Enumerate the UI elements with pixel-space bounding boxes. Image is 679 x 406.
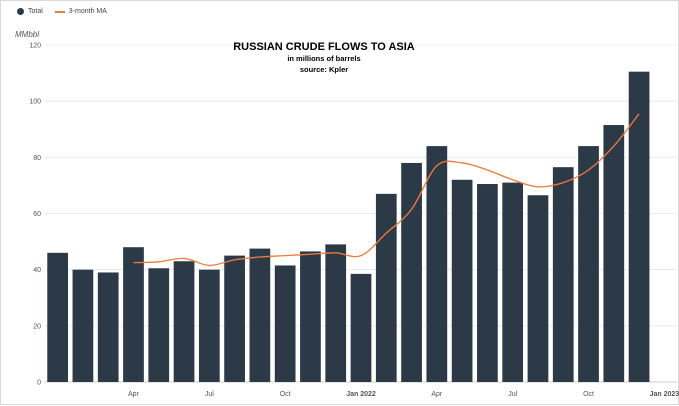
bar-15[interactable] xyxy=(426,146,448,382)
y-tick-label-0: 0 xyxy=(37,380,41,387)
x-tick-label-21: Oct xyxy=(583,391,594,398)
bar-4[interactable] xyxy=(148,268,170,382)
bar-16[interactable] xyxy=(451,179,473,382)
x-tick-label-3: Apr xyxy=(128,391,140,398)
x-tick-label-24: Jan 2023 xyxy=(650,391,679,398)
chart-source: source: Kpler xyxy=(300,65,348,74)
chart-subtitle: in millions of barrels xyxy=(287,54,360,63)
y-tick-label-80: 80 xyxy=(33,155,41,162)
bar-9[interactable] xyxy=(274,265,296,382)
x-tick-label-12: Jan 2022 xyxy=(346,391,376,398)
y-tick-label-20: 20 xyxy=(33,323,41,330)
y-tick-labels: 0 20 40 60 80 100 120 xyxy=(29,43,41,387)
bar-10[interactable] xyxy=(300,251,321,382)
bar-11[interactable] xyxy=(325,244,347,382)
bar-13[interactable] xyxy=(375,193,397,382)
bar-series-total xyxy=(47,71,650,382)
y-axis-label: MMbbl xyxy=(15,30,39,39)
bar-6[interactable] xyxy=(198,269,220,382)
bar-17[interactable] xyxy=(477,184,498,382)
bar-21[interactable] xyxy=(578,146,599,382)
y-tick-label-60: 60 xyxy=(33,211,41,218)
y-tick-label-40: 40 xyxy=(33,267,41,274)
legend-label-ma: 3-month MA xyxy=(68,8,107,15)
bar-14[interactable] xyxy=(401,162,422,382)
chart-legend: Total 3-month MA xyxy=(17,8,119,15)
y-tick-label-100: 100 xyxy=(29,99,41,106)
legend-swatch-ma xyxy=(54,10,65,13)
legend-swatch-total xyxy=(17,8,24,15)
bar-20[interactable] xyxy=(552,167,574,382)
bar-1[interactable] xyxy=(72,269,94,382)
x-tick-labels: Apr Jul Oct Jan 2022 Apr Jul Oct Jan 2023 xyxy=(128,391,679,398)
bar-18[interactable] xyxy=(502,182,524,382)
x-tick-label-15: Apr xyxy=(431,391,443,398)
bar-22[interactable] xyxy=(603,125,625,382)
legend-item-total[interactable]: Total xyxy=(17,8,43,15)
bar-0[interactable] xyxy=(47,252,69,382)
x-tick-label-9: Oct xyxy=(280,391,291,398)
x-tick-label-18: Jul xyxy=(508,391,517,398)
bar-5[interactable] xyxy=(173,261,195,382)
legend-item-ma[interactable]: 3-month MA xyxy=(54,8,107,15)
bar-23[interactable] xyxy=(628,71,650,382)
x-tick-label-6: Jul xyxy=(205,391,214,398)
line-series-3-month-ma xyxy=(133,113,640,267)
bar-3[interactable] xyxy=(123,247,144,382)
bar-12[interactable] xyxy=(350,273,372,382)
bar-8[interactable] xyxy=(249,248,271,382)
bar-19[interactable] xyxy=(527,195,549,382)
y-tick-label-120: 120 xyxy=(29,43,41,50)
legend-label-total: Total xyxy=(28,8,43,15)
bar-2[interactable] xyxy=(97,272,119,382)
bar-7[interactable] xyxy=(224,255,245,382)
chart-title: RUSSIAN CRUDE FLOWS TO ASIA xyxy=(233,41,415,53)
